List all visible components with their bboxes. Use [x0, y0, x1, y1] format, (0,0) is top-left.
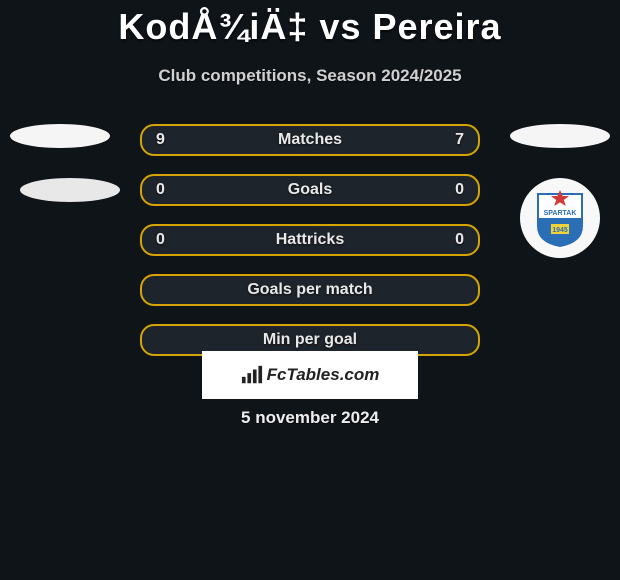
stat-label: Matches	[278, 131, 342, 148]
stat-label: Goals per match	[247, 281, 372, 298]
player2-badge-ellipse	[510, 124, 610, 148]
stat-right-value: 0	[455, 176, 464, 204]
stat-label: Hattricks	[276, 231, 344, 248]
stat-label: Min per goal	[263, 331, 357, 348]
stat-right-value: 7	[455, 126, 464, 154]
stat-left-value: 0	[156, 176, 165, 204]
stat-left-value: 0	[156, 226, 165, 254]
player1-badge-ellipse-1	[10, 124, 110, 148]
player1-badge-ellipse-2	[20, 178, 120, 202]
stat-rows: 9 Matches 7 0 Goals 0 0 Hattricks 0 Goal…	[140, 124, 480, 374]
stat-row-goals: 0 Goals 0	[140, 174, 480, 206]
page-subtitle: Club competitions, Season 2024/2025	[0, 66, 620, 86]
stat-right-value: 0	[455, 226, 464, 254]
stat-left-value: 9	[156, 126, 165, 154]
bars-icon	[241, 365, 263, 385]
brand-text: FcTables.com	[267, 365, 380, 385]
logo-text: SPARTAK	[544, 210, 577, 217]
spartak-shield-icon: SPARTAK 1945	[534, 188, 586, 248]
page-title: KodÅ¾iÄ‡ vs Pereira	[0, 0, 620, 48]
brand-box: FcTables.com	[202, 351, 418, 399]
stat-row-matches: 9 Matches 7	[140, 124, 480, 156]
stat-row-hattricks: 0 Hattricks 0	[140, 224, 480, 256]
logo-year: 1945	[552, 227, 568, 234]
brand: FcTables.com	[241, 365, 380, 385]
stat-row-goals-per-match: Goals per match	[140, 274, 480, 306]
comparison-card: { "header": { "title": "KodÅ¾iÄ‡ vs Pere…	[0, 0, 620, 580]
player2-club-logo: SPARTAK 1945	[520, 178, 600, 258]
stat-label: Goals	[288, 181, 332, 198]
footer-date: 5 november 2024	[0, 408, 620, 428]
